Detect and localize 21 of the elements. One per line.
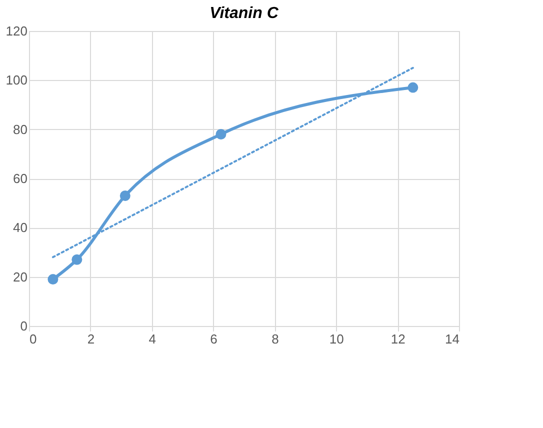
x-tick-label: 10 — [329, 332, 344, 346]
y-tick-label: 40 — [13, 220, 28, 236]
x-tick-label: 14 — [445, 332, 460, 346]
y-tick-label: 0 — [20, 318, 28, 334]
x-tick-label: 0 — [30, 332, 37, 346]
y-tick-label: 80 — [13, 122, 28, 137]
y-tick-label: 100 — [6, 72, 28, 88]
y-tick-label: 60 — [13, 171, 28, 186]
y-tick-label: 20 — [13, 269, 28, 284]
x-tick-label: 6 — [210, 332, 218, 346]
x-tick-label: 8 — [272, 332, 279, 346]
x-tick-label: 2 — [87, 332, 95, 346]
chart-title: Vitanin C — [210, 5, 279, 22]
point — [216, 129, 226, 140]
point — [120, 190, 130, 201]
point — [72, 254, 82, 265]
y-tick-label: 120 — [6, 24, 28, 38]
x-tick-label: 4 — [148, 332, 156, 346]
point — [48, 274, 58, 285]
point — [408, 82, 418, 93]
x-tick-label: 12 — [390, 332, 406, 346]
